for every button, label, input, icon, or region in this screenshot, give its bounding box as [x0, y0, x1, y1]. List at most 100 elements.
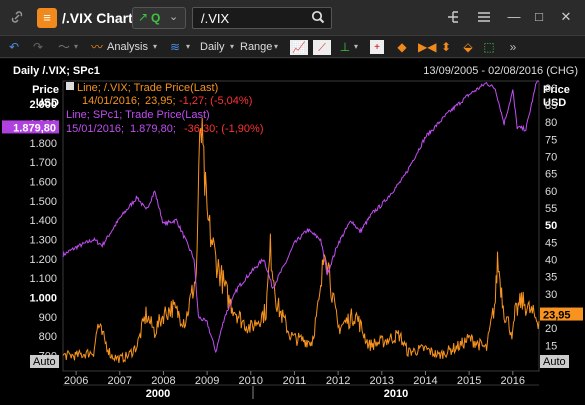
- chart-header-left: Daily /.VIX; SPc1: [13, 65, 100, 77]
- price-chart[interactable]: Daily /.VIX; SPc1 13/09/2005 - 02/08/201…: [0, 59, 585, 405]
- right-tick-label: 90: [545, 83, 557, 95]
- calendar-icon[interactable]: +: [370, 40, 384, 54]
- right-tick-label: 30: [545, 289, 557, 301]
- x-tick-label: 2013: [370, 375, 394, 387]
- crosshair-icon[interactable]: ⊥: [339, 40, 351, 54]
- right-axis-title-2: USD: [543, 97, 566, 109]
- legend-vix-date: 14/01/2016;: [82, 95, 140, 107]
- legend: Line; /.VIX; Trade Price(Last) 14/01/201…: [66, 82, 263, 135]
- plot-frame: [62, 80, 540, 372]
- link-icon[interactable]: [10, 10, 24, 27]
- chevron-down-icon: ⌄: [169, 11, 179, 23]
- left-auto-label: Auto: [33, 356, 56, 368]
- symbol-text: /.VIX: [201, 11, 230, 26]
- right-tick-label: 55: [545, 203, 557, 215]
- search-icon[interactable]: [311, 10, 325, 29]
- chevron-down-icon[interactable]: ▾: [353, 42, 358, 51]
- right-tick-label: 20: [545, 323, 557, 335]
- analysis-menu[interactable]: Analysis: [107, 41, 148, 53]
- right-tick-label: 75: [545, 134, 557, 146]
- chevron-down-icon[interactable]: ▾: [152, 42, 157, 51]
- redo-icon[interactable]: ↷: [32, 40, 44, 54]
- left-axis-title-2: USD: [36, 97, 59, 109]
- chart-header-right: 13/09/2005 - 02/08/2016 (CHG): [423, 65, 578, 77]
- legend-sp-value: 1.879,80;: [130, 123, 176, 135]
- right-tick-label: 35: [545, 272, 557, 284]
- legend-sp-change: -36,30; (-1,90%): [184, 123, 263, 135]
- undo-icon[interactable]: ↶: [8, 40, 20, 54]
- vix-series-line: [62, 117, 540, 364]
- quote-button[interactable]: ↗ Q ⌄: [132, 7, 186, 29]
- maximize-button[interactable]: □: [535, 9, 543, 24]
- right-auto-button[interactable]: [540, 355, 569, 368]
- x-tick-label: 2012: [326, 375, 350, 387]
- right-tick-label: 85: [545, 100, 557, 112]
- select-tool-icon[interactable]: ⬚: [483, 40, 495, 54]
- left-tick-label: 1.800: [29, 138, 57, 150]
- x-tick-label: 2010: [239, 375, 263, 387]
- chevron-down-icon[interactable]: ▾: [185, 42, 190, 51]
- hierarchy-icon[interactable]: [446, 10, 462, 27]
- right-tick-label: 70: [545, 152, 557, 164]
- x-tick-label: 2016: [501, 375, 525, 387]
- right-tick-label: 40: [545, 254, 557, 266]
- right-auto-label: Auto: [543, 356, 566, 368]
- left-axis: 2.0001.9001.8001.7001.6001.5001.4001.300…: [29, 99, 57, 362]
- left-tick-label: 1.600: [29, 177, 57, 189]
- line-tool-icon[interactable]: 〜: [57, 40, 70, 54]
- left-tick-label: 800: [39, 331, 57, 343]
- chevron-down-icon[interactable]: ▾: [73, 42, 78, 51]
- chart-toolbar: ↶ ↷ 〜 ▾ 〰 Analysis ▾ ≋ ▾ Daily ▾ Range ▾…: [0, 36, 585, 58]
- legend-vix-change: -1,27; (-5,04%): [179, 95, 252, 107]
- left-tick-label: 1.700: [29, 157, 57, 169]
- left-auto-button[interactable]: [30, 355, 59, 368]
- x-tick-label: 2015: [457, 375, 481, 387]
- fit-icon[interactable]: ⬙: [463, 40, 473, 54]
- left-tick-label: 1.200: [29, 254, 57, 266]
- right-current-value: 23,95: [543, 310, 571, 322]
- legend-box-icon[interactable]: [66, 82, 74, 90]
- quote-button-label: Q: [151, 11, 161, 25]
- more-tools-icon[interactable]: »: [509, 40, 517, 54]
- app-badge-icon: ≡: [37, 8, 57, 28]
- scroll-left-icon[interactable]: ◆: [397, 40, 407, 54]
- analysis-icon: 〰: [90, 40, 103, 54]
- right-tick-label: 15: [545, 340, 557, 352]
- x-axis: 2006 2007 2008 2009 2010 2011 2012 2013 2014 2015…: [64, 371, 525, 387]
- chevron-down-icon[interactable]: ▾: [273, 42, 278, 51]
- symbol-search-input[interactable]: /.VIX: [192, 7, 332, 29]
- x-tick-label: 2011: [283, 375, 307, 387]
- x-tick-label: 2006: [64, 375, 88, 387]
- chevron-down-icon[interactable]: ▾: [229, 42, 234, 51]
- interval-menu[interactable]: Daily: [200, 41, 225, 53]
- left-tick-label: 1.100: [29, 273, 57, 285]
- sp-series-line: [62, 80, 539, 354]
- left-tick-label: 1.300: [29, 235, 57, 247]
- decade-label-2010: 2010: [384, 388, 408, 400]
- wave-icon[interactable]: ≋: [169, 40, 181, 54]
- range-menu[interactable]: Range: [240, 41, 273, 53]
- scroll-end-icon[interactable]: ▶◀: [418, 40, 437, 54]
- close-button[interactable]: ✕: [560, 9, 572, 24]
- left-tick-label: 900: [39, 312, 57, 324]
- left-tick-label: 2.000: [29, 99, 57, 111]
- arrow-up-icon: ↗: [138, 10, 149, 24]
- legend-vix-value: 23,95;: [145, 95, 176, 107]
- chart-area[interactable]: Daily /.VIX; SPc1 13/09/2005 - 02/08/201…: [0, 59, 585, 405]
- zoom-vertical-icon[interactable]: ⬍: [440, 40, 452, 54]
- legend-sp-date: 15/01/2016;: [66, 123, 124, 135]
- right-current-marker: [540, 307, 583, 321]
- x-tick-label: 2008: [151, 375, 175, 387]
- left-tick-label: 1.500: [29, 196, 57, 208]
- title-bar: ≡ /.VIX Chart ↗ Q ⌄ /.VIX — □ ✕: [0, 0, 585, 36]
- minimize-button[interactable]: —: [507, 9, 521, 24]
- right-tick-label: 65: [545, 169, 557, 181]
- compare-chart-icon[interactable]: ⟋: [313, 40, 331, 55]
- left-axis-title-1: Price: [32, 84, 59, 96]
- menu-icon[interactable]: [477, 10, 491, 27]
- legend-vix-title: Line; /.VIX; Trade Price(Last): [77, 82, 218, 94]
- right-tick-label: 50: [545, 220, 557, 232]
- left-tick-label: 1.000: [29, 293, 57, 305]
- line-chart-icon[interactable]: 📈: [290, 40, 308, 55]
- right-tick-label: 80: [545, 117, 557, 129]
